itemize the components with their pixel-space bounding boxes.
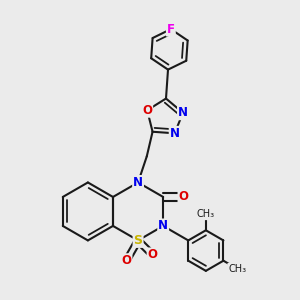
Text: CH₃: CH₃ bbox=[197, 209, 215, 219]
Text: N: N bbox=[158, 219, 168, 232]
Text: N: N bbox=[178, 106, 188, 119]
Text: O: O bbox=[122, 254, 131, 267]
Text: N: N bbox=[170, 127, 180, 140]
Text: O: O bbox=[142, 104, 152, 117]
Text: CH₃: CH₃ bbox=[228, 264, 246, 274]
Text: O: O bbox=[178, 190, 188, 203]
Text: S: S bbox=[134, 234, 142, 247]
Text: O: O bbox=[148, 248, 158, 261]
Text: F: F bbox=[167, 22, 175, 36]
Text: N: N bbox=[133, 176, 143, 189]
